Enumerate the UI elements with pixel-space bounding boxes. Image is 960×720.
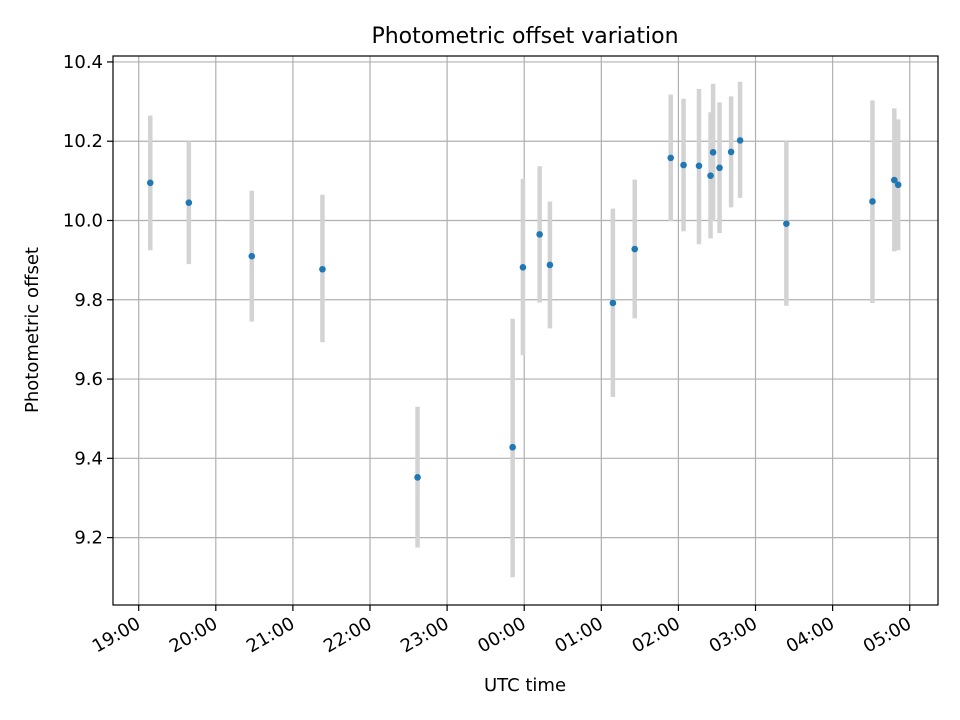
x-tick-label: 05:00 [860, 613, 915, 657]
y-tick-label: 9.4 [74, 448, 103, 469]
chart-title: Photometric offset variation [371, 24, 678, 49]
data-point [519, 263, 527, 271]
data-point [631, 245, 639, 253]
data-point [716, 164, 723, 172]
x-tick-label: 01:00 [551, 613, 606, 657]
x-tick-label: 03:00 [706, 613, 761, 657]
x-axis-label: UTC time [484, 675, 566, 696]
data-point [707, 172, 714, 180]
data-point [185, 199, 193, 206]
y-tick-label: 9.2 [74, 528, 103, 549]
y-tick-label: 10.2 [63, 131, 103, 152]
data-point [667, 154, 675, 162]
data-point [319, 265, 326, 273]
data-points [146, 137, 902, 481]
data-point [609, 299, 617, 307]
data-point [783, 220, 790, 227]
y-tick-label: 9.6 [74, 369, 103, 390]
data-point [536, 231, 543, 238]
data-point [891, 176, 898, 184]
y-axis-label: Photometric offset [22, 247, 43, 413]
data-point [736, 137, 744, 144]
data-point [146, 179, 154, 187]
y-tick-label: 9.8 [74, 290, 103, 311]
data-point [546, 261, 554, 269]
grid [113, 56, 938, 605]
x-tick-label: 20:00 [166, 613, 221, 657]
data-point [509, 443, 516, 451]
x-tick-label: 22:00 [320, 613, 375, 657]
data-point [695, 162, 703, 170]
x-tick-label: 23:00 [397, 613, 452, 657]
y-tick-label: 10.0 [63, 211, 103, 232]
data-point [869, 198, 876, 205]
x-tick-label: 00:00 [474, 613, 529, 657]
x-tick-label: 21:00 [243, 613, 298, 657]
x-tick-label: 04:00 [783, 613, 838, 657]
plot-frame [112, 55, 939, 606]
data-point [709, 149, 717, 156]
x-tick-label: 02:00 [628, 613, 683, 657]
data-point [248, 252, 256, 260]
data-point [414, 474, 421, 481]
x-axis: 19:00 20:00 21:00 22:00 23:00 00:00 01:00 02:00… [89, 605, 915, 657]
y-axis: 9.2 9.4 9.6 9.8 10.0 10.2 10.4 [63, 52, 113, 549]
data-point [894, 181, 902, 189]
x-tick-label: 19:00 [89, 613, 144, 657]
data-point [680, 161, 687, 169]
y-tick-label: 10.4 [63, 52, 103, 73]
data-point [727, 148, 735, 156]
